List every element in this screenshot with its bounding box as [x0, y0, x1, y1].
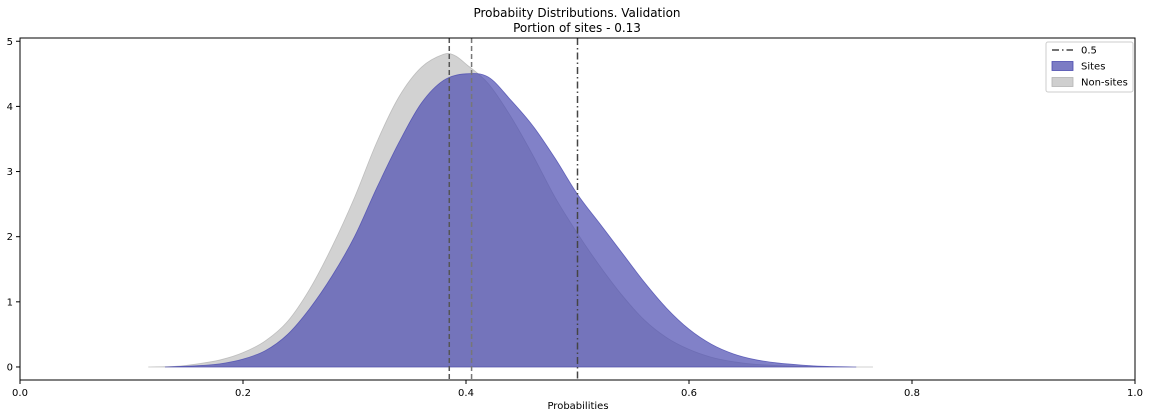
- chart-title: Probabiity Distributions. Validation: [473, 6, 680, 20]
- y-tick-label: 4: [7, 102, 13, 113]
- legend-label: Sites: [1081, 62, 1105, 73]
- x-tick-label: 1.0: [1127, 388, 1143, 399]
- x-tick-label: 0.6: [681, 388, 697, 399]
- x-tick-label: 0.2: [235, 388, 251, 399]
- density-area-sites: [164, 73, 857, 368]
- legend-label: 0.5: [1081, 46, 1097, 57]
- legend-label: Non-sites: [1081, 78, 1128, 89]
- x-tick-label: 0.4: [458, 388, 474, 399]
- chart-subtitle: Portion of sites - 0.13: [513, 21, 641, 35]
- legend-swatch-sites: [1051, 61, 1074, 71]
- y-tick-label: 5: [7, 37, 13, 48]
- y-tick-label: 2: [7, 232, 13, 243]
- x-axis: 0.0 0.2 0.4 0.6 0.8 1.0: [12, 380, 1143, 399]
- x-tick-label: 0.8: [904, 388, 920, 399]
- plot-area: [148, 38, 873, 380]
- x-tick-label: 0.0: [12, 388, 28, 399]
- y-tick-label: 1: [7, 297, 13, 308]
- legend: 0.5 Sites Non-sites: [1045, 41, 1134, 93]
- y-tick-label: 0: [7, 362, 13, 373]
- legend-swatch-non-sites: [1051, 77, 1074, 87]
- y-axis: 0 1 2 3 4 5: [7, 37, 20, 373]
- axes-frame: [19, 37, 1136, 381]
- y-tick-label: 3: [7, 167, 13, 178]
- x-axis-label: Probabilities: [547, 401, 608, 412]
